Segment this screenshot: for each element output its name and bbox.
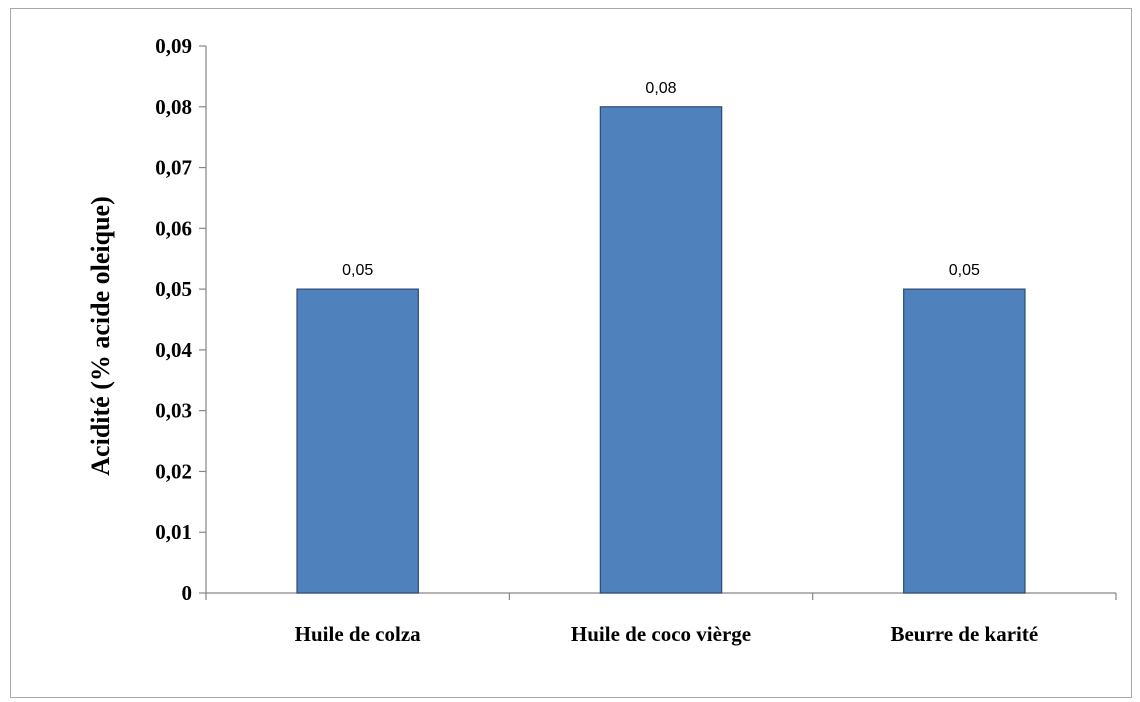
y-tick-label: 0,01 [155,520,192,544]
bars [296,106,1026,594]
category-label: Beurre de karité [890,622,1038,646]
category-label: Huile de coco vièrge [571,622,751,646]
y-tick-label: 0,09 [155,34,192,58]
chart-frame: 0 0,01 0,02 0,03 0,04 0,05 0,06 0,07 0,08 0,09 0,… [10,8,1132,698]
bar-chart: 0 0,01 0,02 0,03 0,04 0,05 0,06 0,07 0,08 0,09 0,… [86,34,1117,646]
y-tick-label: 0 [182,581,193,605]
bar-value-label: 0,05 [949,262,980,279]
y-axis: 0 0,01 0,02 0,03 0,04 0,05 0,06 0,07 0,08 0,09 [155,34,207,605]
y-tick-label: 0,06 [155,216,192,240]
bar-value-label: 0,08 [645,80,676,97]
y-tick-label: 0,04 [155,338,192,362]
bar-value-label: 0,05 [342,262,373,279]
y-tick-label: 0,03 [155,399,192,423]
y-tick-label: 0,05 [155,277,192,301]
y-tick-label: 0,08 [155,95,192,119]
category-labels: Huile de colza Huile de coco vièrge Beurre… [295,622,1039,646]
bar [599,106,723,594]
category-label: Huile de colza [295,622,421,646]
x-axis [205,592,1117,600]
y-tick-label: 0,07 [155,156,192,180]
bar [903,288,1026,594]
data-labels: 0,05 0,08 0,05 [342,80,980,279]
y-tick-label: 0,02 [155,459,192,483]
bar [296,288,419,594]
y-axis-title: Acidité (% acide oleique) [86,196,115,475]
